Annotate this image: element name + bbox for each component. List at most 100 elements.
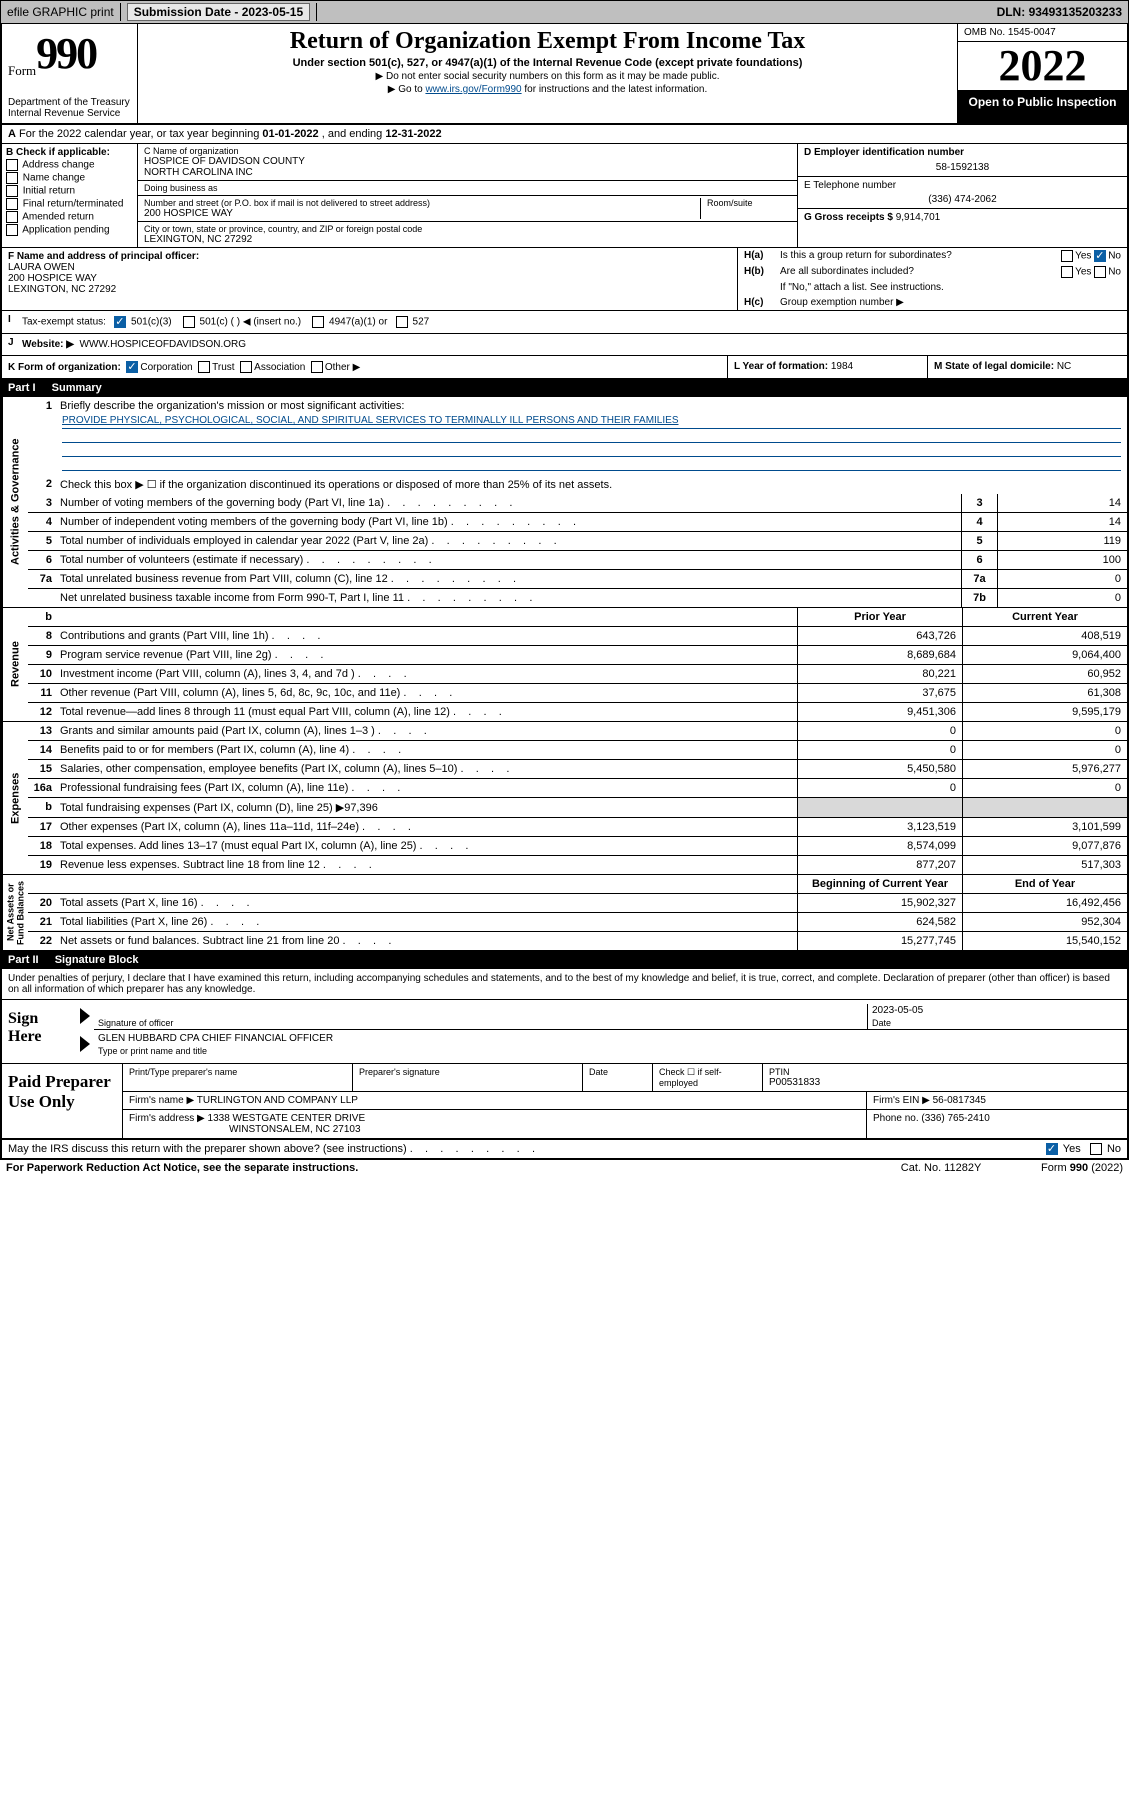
mission-text: PROVIDE PHYSICAL, PSYCHOLOGICAL, SOCIAL,… — [62, 415, 1121, 429]
chk-trust[interactable] — [198, 361, 210, 373]
f-label: F Name and address of principal officer: — [8, 251, 199, 262]
self-employed-check[interactable]: Check ☐ if self-employed — [653, 1064, 763, 1091]
ein-value: 58-1592138 — [804, 162, 1121, 173]
chk-final-return[interactable]: Final return/terminated — [6, 198, 133, 210]
table-row: 17Other expenses (Part IX, column (A), l… — [28, 818, 1127, 837]
prep-date-label: Date — [589, 1067, 646, 1077]
chk-assoc[interactable] — [240, 361, 252, 373]
sign-here-block: Sign Here Signature of officer 2023-05-0… — [2, 1000, 1127, 1064]
page-footer: For Paperwork Reduction Act Notice, see … — [0, 1160, 1129, 1176]
section-revenue: Revenue b Prior Year Current Year 8Contr… — [2, 608, 1127, 722]
addr-label: Number and street (or P.O. box if mail i… — [144, 198, 694, 208]
mission-block: PROVIDE PHYSICAL, PSYCHOLOGICAL, SOCIAL,… — [28, 415, 1127, 475]
city-label: City or town, state or province, country… — [144, 224, 791, 234]
org-name: HOSPICE OF DAVIDSON COUNTY NORTH CAROLIN… — [144, 156, 791, 178]
cat-no: Cat. No. 11282Y — [841, 1162, 1041, 1174]
section-activities-governance: Activities & Governance 1 Briefly descri… — [2, 397, 1127, 608]
table-row: 16aProfessional fundraising fees (Part I… — [28, 779, 1127, 798]
q2-text: Check this box ▶ ☐ if the organization d… — [56, 475, 1127, 494]
table-row: 8Contributions and grants (Part VIII, li… — [28, 627, 1127, 646]
summary-row: Net unrelated business taxable income fr… — [28, 589, 1127, 607]
ha-text: Is this a group return for subordinates? — [780, 250, 1061, 262]
hb-label: H(b) — [744, 266, 780, 278]
type-name-label: Type or print name and title — [98, 1046, 1123, 1056]
perjury-statement: Under penalties of perjury, I declare th… — [2, 969, 1127, 1000]
chk-app-pending[interactable]: Application pending — [6, 224, 133, 236]
phone-label: E Telephone number — [804, 180, 1121, 191]
chk-corp[interactable] — [126, 361, 138, 373]
sidebar-expenses: Expenses — [2, 722, 28, 874]
col-f: F Name and address of principal officer:… — [2, 248, 737, 310]
row-klm: K Form of organization: Corporation Trus… — [2, 356, 1127, 379]
l-cell: L Year of formation: 1984 — [727, 356, 927, 378]
paid-preparer-block: Paid Preparer Use Only Print/Type prepar… — [2, 1064, 1127, 1140]
prep-sig-label: Preparer's signature — [359, 1067, 576, 1077]
firm-phone: (336) 765-2410 — [921, 1113, 989, 1124]
block-b-to-g: B Check if applicable: Address change Na… — [2, 144, 1127, 248]
submission-date-button[interactable]: Submission Date - 2023-05-15 — [127, 3, 310, 21]
sign-here-label: Sign Here — [2, 1000, 72, 1063]
hb-yes[interactable] — [1061, 266, 1073, 278]
ssn-warning: ▶ Do not enter social security numbers o… — [146, 71, 949, 82]
block-f-h: F Name and address of principal officer:… — [2, 248, 1127, 311]
tax-year: 2022 — [958, 42, 1127, 91]
sig-officer-label: Signature of officer — [98, 1018, 863, 1028]
hb-note: If "No," attach a list. See instructions… — [780, 282, 1121, 293]
header-right: OMB No. 1545-0047 2022 Open to Public In… — [957, 24, 1127, 123]
firm-ein: 56-0817345 — [933, 1095, 986, 1106]
table-row: 13Grants and similar amounts paid (Part … — [28, 722, 1127, 741]
col-de: D Employer identification number 58-1592… — [797, 144, 1127, 247]
hb-no[interactable] — [1094, 266, 1106, 278]
irs-discuss-no[interactable] — [1090, 1143, 1102, 1155]
officer-addr1: 200 HOSPICE WAY — [8, 273, 731, 284]
chk-4947[interactable] — [312, 316, 324, 328]
chk-amended[interactable]: Amended return — [6, 211, 133, 223]
chk-address-change[interactable]: Address change — [6, 159, 133, 171]
room-label: Room/suite — [707, 198, 791, 208]
chk-initial-return[interactable]: Initial return — [6, 185, 133, 197]
part2-header: Part II Signature Block — [2, 951, 1127, 969]
form-ref: Form 990 (2022) — [1041, 1162, 1123, 1174]
pra-notice: For Paperwork Reduction Act Notice, see … — [6, 1162, 841, 1174]
website-value: WWW.HOSPICEOFDAVIDSON.ORG — [80, 339, 246, 350]
label-a: A — [8, 128, 16, 140]
row-j: J Website: ▶ WWW.HOSPICEOFDAVIDSON.ORG — [2, 334, 1127, 356]
firm-name: TURLINGTON AND COMPANY LLP — [197, 1095, 358, 1106]
summary-row: 3Number of voting members of the governi… — [28, 494, 1127, 513]
row-i: I Tax-exempt status: 501(c)(3) 501(c) ( … — [2, 311, 1127, 334]
netassets-header-row: Beginning of Current Year End of Year — [28, 875, 1127, 894]
irs-discuss-yes[interactable] — [1046, 1143, 1058, 1155]
chk-other[interactable] — [311, 361, 323, 373]
prep-name-label: Print/Type preparer's name — [129, 1067, 346, 1077]
top-bar: efile GRAPHIC print Submission Date - 20… — [0, 0, 1129, 24]
table-row: 18Total expenses. Add lines 13–17 (must … — [28, 837, 1127, 856]
summary-row: 7aTotal unrelated business revenue from … — [28, 570, 1127, 589]
goto-line: ▶ Go to www.irs.gov/Form990 for instruct… — [146, 84, 949, 95]
ein-label: D Employer identification number — [804, 147, 1121, 158]
firm-addr1: 1338 WESTGATE CENTER DRIVE — [208, 1113, 366, 1124]
summary-row: 6Total number of volunteers (estimate if… — [28, 551, 1127, 570]
ha-label: H(a) — [744, 250, 780, 262]
summary-row: 5Total number of individuals employed in… — [28, 532, 1127, 551]
chk-527[interactable] — [396, 316, 408, 328]
c-name-label: C Name of organization — [144, 146, 791, 156]
ha-yes[interactable] — [1061, 250, 1073, 262]
section-expenses: Expenses 13Grants and similar amounts pa… — [2, 722, 1127, 875]
irs-discuss-row: May the IRS discuss this return with the… — [2, 1140, 1127, 1158]
firm-name-label: Firm's name ▶ — [129, 1095, 194, 1106]
org-city: LEXINGTON, NC 27292 — [144, 234, 791, 245]
q1-text: Briefly describe the organization's miss… — [56, 397, 1127, 415]
chk-501c[interactable] — [183, 316, 195, 328]
chk-name-change[interactable]: Name change — [6, 172, 133, 184]
col-current-year: Current Year — [962, 608, 1127, 626]
gross-receipts-value: 9,914,701 — [896, 212, 941, 223]
col-beginning-year: Beginning of Current Year — [797, 875, 962, 893]
paid-preparer-label: Paid Preparer Use Only — [2, 1064, 122, 1138]
ha-no[interactable] — [1094, 250, 1106, 262]
sidebar-ag: Activities & Governance — [2, 397, 28, 607]
phone-value: (336) 474-2062 — [804, 194, 1121, 205]
efile-label: efile GRAPHIC print — [1, 3, 121, 21]
irs-link[interactable]: www.irs.gov/Form990 — [425, 84, 521, 95]
dln: DLN: 93493135203233 — [991, 3, 1128, 21]
chk-501c3[interactable] — [114, 316, 126, 328]
